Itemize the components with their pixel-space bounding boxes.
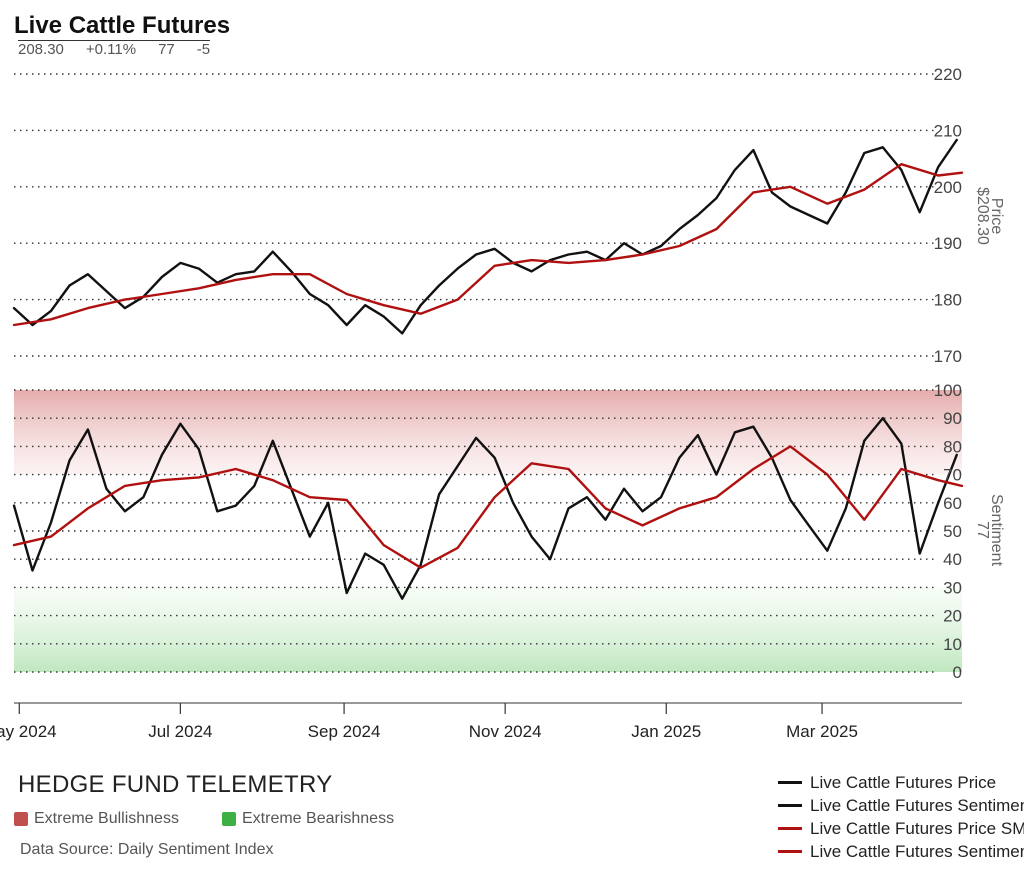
legend-swatch (778, 781, 802, 784)
x-axis-tick-label: Mar 2025 (786, 722, 858, 741)
x-axis-tick-label: Jul 2024 (148, 722, 212, 741)
x-axis-tick-label: Sep 2024 (308, 722, 381, 741)
legend-item-sentiment[interactable]: Live Cattle Futures Sentiment (778, 794, 1024, 817)
stat-sentiment-change: -5 (196, 41, 211, 58)
price-axis-tick-label: 200 (934, 178, 962, 197)
sentiment-axis-tick-label: 30 (943, 578, 962, 597)
legend-label: Live Cattle Futures Sentiment SMA (810, 841, 1024, 861)
legend-item-price[interactable]: Live Cattle Futures Price (778, 771, 1024, 794)
legend: Live Cattle Futures Price Live Cattle Fu… (778, 771, 1024, 863)
stat-price: 208.30 (18, 41, 64, 58)
sentiment-axis-tick-label: 70 (943, 466, 962, 485)
bullish-swatch (14, 812, 28, 826)
legend-item-price-sma[interactable]: Live Cattle Futures Price SMA (778, 817, 1024, 840)
extreme-bullish-zone (14, 390, 962, 475)
sentiment-axis-title: Sentiment (988, 494, 1005, 567)
legend-swatch (778, 827, 802, 830)
sentiment-axis-tick-label: 100 (934, 381, 962, 400)
price-axis-tick-label: 170 (934, 347, 962, 366)
x-axis-tick-label: May 2024 (0, 722, 57, 741)
sentiment-axis-tick-label: 60 (943, 494, 962, 513)
price-axis-tick-label: 180 (934, 291, 962, 310)
legend-label: Live Cattle Futures Price (810, 772, 997, 792)
price-sma-line (12, 163, 964, 327)
chart-svg: May 2024 Jul 2024 Sep 2024 Nov 2024 Jan 2025… (0, 65, 1005, 741)
sentiment-line (12, 417, 958, 600)
price-line (12, 138, 958, 335)
legend-item-sentiment-sma[interactable]: Live Cattle Futures Sentiment SMA (778, 840, 1024, 863)
sentiment-axis-tick-label: 90 (943, 409, 962, 428)
stat-sentiment: 77 (158, 41, 175, 58)
bearish-label: Extreme Bearishness (242, 810, 395, 827)
price-current-value: $208.30 (974, 187, 991, 245)
bearish-swatch (222, 812, 236, 826)
data-source: Data Source: Daily Sentiment Index (20, 841, 274, 858)
zone-key-bearish: Extreme Bearishness (222, 810, 394, 828)
sentiment-axis-tick-label: 40 (943, 550, 962, 569)
price-axis-tick-label: 190 (934, 234, 962, 253)
price-axis-tick-label: 210 (934, 121, 962, 140)
brand-name: HEDGE FUND TELEMETRY (18, 771, 333, 798)
legend-label: Live Cattle Futures Sentiment (810, 795, 1024, 815)
price-stats-row: 208.30 +0.11% 77 -5 (18, 40, 211, 58)
sentiment-axis-tick-label: 0 (953, 663, 962, 682)
extreme-bearish-zone (14, 587, 962, 672)
x-axis-tick-label: Nov 2024 (469, 722, 542, 741)
chart-title: Live Cattle Futures (14, 12, 231, 39)
stat-change-percent: +0.11% (85, 41, 137, 58)
bullish-label: Extreme Bullishness (34, 810, 179, 827)
price-axis-title: Price (988, 198, 1005, 235)
sentiment-sma-line (12, 445, 964, 569)
legend-swatch (778, 850, 802, 853)
zone-key-bullish: Extreme Bullishness (14, 810, 179, 828)
sentiment-current-value: 77 (974, 521, 991, 539)
legend-label: Live Cattle Futures Price SMA (810, 818, 1024, 838)
sentiment-axis-tick-label: 10 (943, 635, 962, 654)
sentiment-axis-tick-label: 80 (943, 437, 962, 456)
legend-swatch (778, 804, 802, 807)
price-axis-tick-label: 220 (934, 65, 962, 84)
x-axis-tick-label: Jan 2025 (631, 722, 701, 741)
sentiment-axis-tick-label: 50 (943, 522, 962, 541)
sentiment-axis-tick-label: 20 (943, 607, 962, 626)
